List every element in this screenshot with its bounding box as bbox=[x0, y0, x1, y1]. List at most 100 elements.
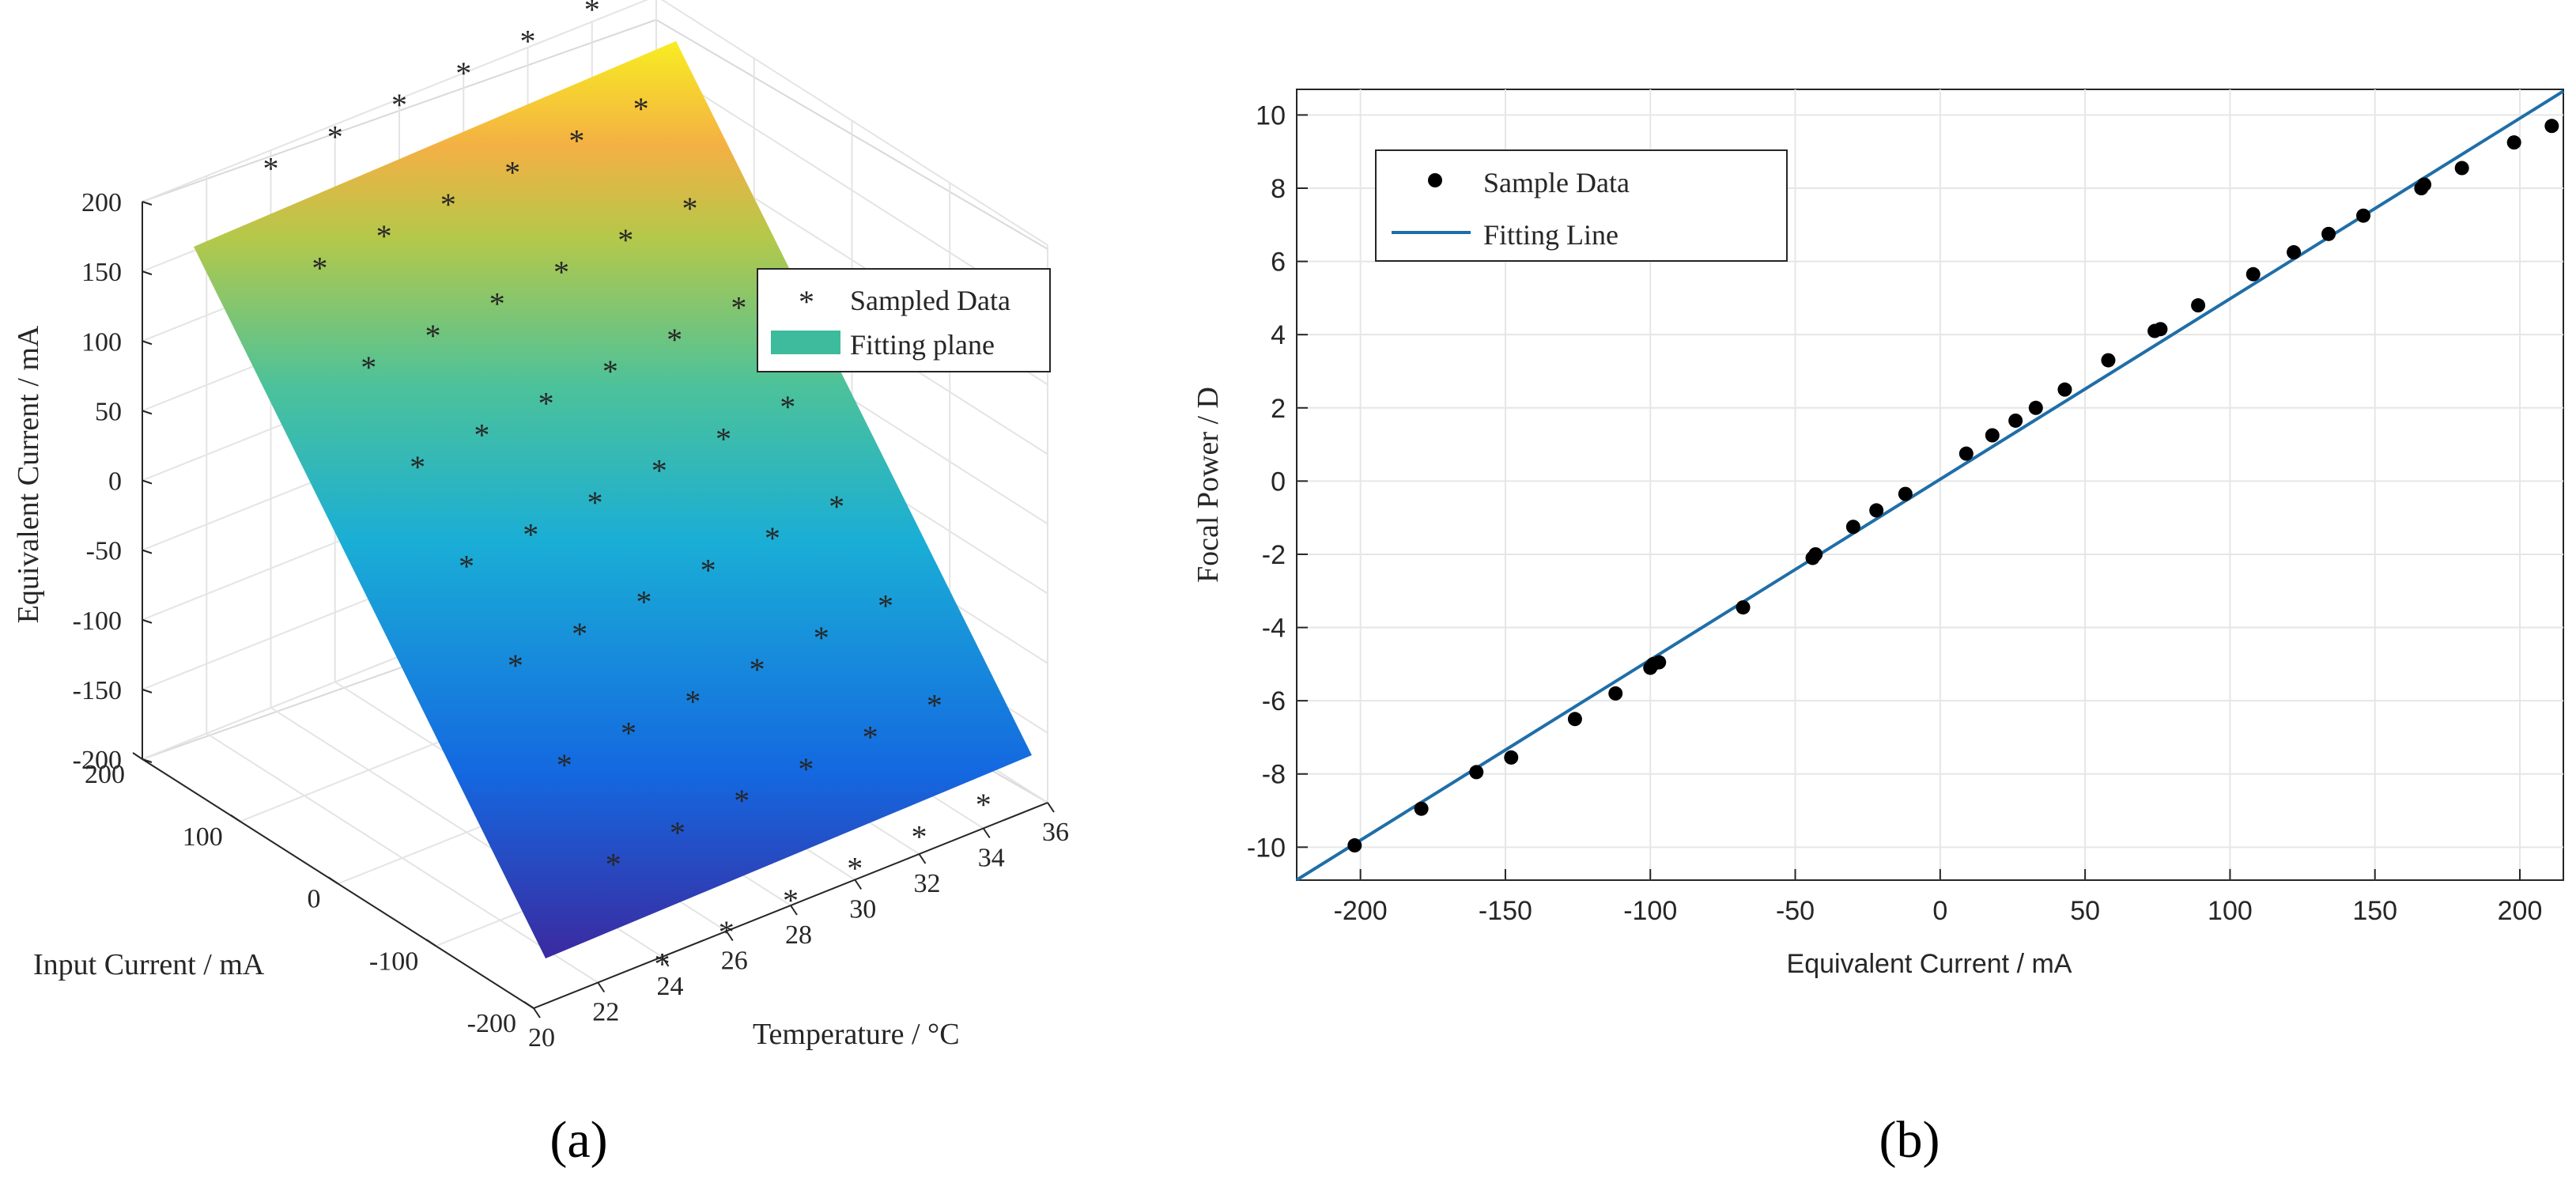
a-sample-marker: * bbox=[814, 620, 829, 656]
a-sample-marker: * bbox=[765, 520, 780, 556]
b-x-tick-label: 150 bbox=[2352, 896, 2397, 926]
b-sample-point bbox=[1845, 520, 1860, 535]
a-sample-marker: * bbox=[780, 389, 795, 425]
a-x-tick-mark bbox=[982, 827, 991, 839]
b-y-tick-label: -2 bbox=[1262, 540, 1286, 570]
a-sample-marker: * bbox=[489, 286, 505, 322]
b-x-tick-label: 0 bbox=[1932, 896, 1947, 926]
a-sample-marker: * bbox=[716, 421, 731, 456]
a-sample-marker: * bbox=[523, 516, 538, 552]
a-x-tick-label: 28 bbox=[785, 920, 812, 950]
b-x-tick-label: -50 bbox=[1776, 896, 1815, 926]
a-y-tick-label: 100 bbox=[183, 822, 223, 852]
a-gridline-z bbox=[142, 0, 1048, 246]
a-x-tick-label: 22 bbox=[592, 998, 619, 1027]
b-sample-point bbox=[1958, 446, 1974, 461]
a-x-tick-mark bbox=[918, 853, 927, 864]
a-sample-marker: * bbox=[670, 814, 686, 850]
a-z-tick-label: 50 bbox=[95, 397, 122, 426]
a-sampled-data-markers: * * * * * * * * * * * * * * * * * * * * * * * * * * * * * * * * * * * * * * * *… bbox=[263, 0, 991, 981]
b-sample-point bbox=[2008, 413, 2023, 428]
b-sample-point bbox=[1469, 765, 1484, 780]
a-sample-marker: * bbox=[440, 187, 456, 222]
a-x-tick-label: 34 bbox=[978, 844, 1005, 873]
b-legend-label-sample: Sample Data bbox=[1483, 167, 1630, 198]
a-x-tick-mark bbox=[725, 930, 734, 942]
b-sample-point bbox=[1808, 546, 1823, 561]
a-tick-labels: -200-150-100-50050100150200-200-10001002… bbox=[73, 188, 1069, 1053]
a-legend-label-plane: Fitting plane bbox=[850, 329, 995, 361]
a-y-tick-mark bbox=[425, 939, 436, 947]
b-y-tick-label: -8 bbox=[1262, 760, 1286, 790]
a-y-tick-mark bbox=[523, 1001, 534, 1009]
a-z-tick-label: 100 bbox=[81, 327, 122, 357]
a-z-tick-mark bbox=[142, 479, 153, 485]
b-sample-point bbox=[2321, 226, 2336, 241]
b-sample-point bbox=[2191, 298, 2206, 313]
a-legend-marker-icon: * bbox=[799, 284, 814, 319]
b-grid bbox=[1297, 89, 2563, 880]
a-sample-marker: * bbox=[621, 716, 636, 751]
a-y-tick-label: -100 bbox=[369, 947, 418, 976]
b-sample-point bbox=[1608, 686, 1623, 701]
b-sample-point bbox=[2544, 119, 2559, 134]
a-fitting-plane bbox=[194, 41, 1032, 958]
a-sample-marker: * bbox=[719, 914, 735, 950]
a-x-tick-mark bbox=[597, 981, 606, 993]
a-sample-marker: * bbox=[618, 222, 633, 258]
b-x-tick-label: -150 bbox=[1479, 896, 1532, 926]
a-sample-marker: * bbox=[701, 552, 716, 588]
b-legend-box bbox=[1375, 149, 1788, 262]
a-legend-box bbox=[757, 268, 1051, 372]
a-sample-marker: * bbox=[636, 584, 652, 620]
b-x-tick-label: -200 bbox=[1334, 896, 1388, 926]
a-x-axis-label: Temperature / °C bbox=[753, 1018, 960, 1051]
b-tick-labels: -200 -150 -100 -50 0 50 100 150 200 -10 -8 -6 -4 -2 0 2… bbox=[1247, 100, 2543, 926]
b-sample-point bbox=[1504, 750, 1519, 765]
b-sample-point bbox=[2356, 208, 2371, 223]
a-sample-marker: * bbox=[553, 254, 569, 289]
b-y-tick-label: 4 bbox=[1271, 320, 1286, 350]
a-sample-marker: * bbox=[455, 55, 471, 91]
a-z-tick-label: -150 bbox=[73, 676, 122, 705]
a-z-tick-mark bbox=[142, 688, 153, 694]
a-z-tick-mark bbox=[142, 549, 153, 554]
a-sample-marker: * bbox=[912, 818, 927, 854]
a-x-tick-label: 24 bbox=[657, 972, 684, 1001]
a-sample-marker: * bbox=[557, 747, 572, 783]
a-x-tick-label: 32 bbox=[914, 869, 941, 898]
b-y-tick-label: 6 bbox=[1271, 248, 1286, 278]
b-sample-point bbox=[1985, 428, 2000, 443]
a-sample-marker: * bbox=[606, 847, 621, 883]
b-x-tick-label: 200 bbox=[2498, 896, 2543, 926]
b-y-axis-label: Focal Power / D bbox=[1192, 387, 1225, 583]
b-y-tick-label: -10 bbox=[1247, 833, 1286, 863]
a-x-tick-mark bbox=[533, 1007, 541, 1019]
a-z-tick-mark bbox=[142, 270, 153, 276]
a-sample-marker: * bbox=[361, 350, 376, 385]
a-sample-marker: * bbox=[572, 616, 587, 652]
a-y-tick-mark bbox=[327, 876, 339, 885]
b-sample-point bbox=[2153, 322, 2168, 337]
a-sample-marker: * bbox=[568, 123, 584, 158]
b-legend-marker-icon bbox=[1428, 173, 1442, 187]
b-sample-point bbox=[2057, 382, 2072, 397]
a-y-tick-mark bbox=[132, 752, 143, 760]
a-z-tick-mark bbox=[142, 758, 153, 763]
b-legend-label-fit: Fitting Line bbox=[1483, 219, 1618, 251]
b-sample-point bbox=[2246, 266, 2261, 282]
a-z-tick-label: 150 bbox=[81, 258, 122, 287]
b-x-tick-label: 50 bbox=[2070, 896, 2100, 926]
a-sample-marker: * bbox=[655, 946, 670, 981]
b-panel-label: (b) bbox=[1879, 1111, 1940, 1169]
b-sample-point bbox=[2506, 135, 2521, 150]
a-sample-marker: * bbox=[750, 652, 765, 687]
b-x-axis-label: Equivalent Current / mA bbox=[1787, 949, 2072, 979]
b-x-tick-label: -100 bbox=[1623, 896, 1677, 926]
a-sample-marker: * bbox=[263, 151, 279, 187]
a-z-tick-label: 200 bbox=[81, 188, 122, 217]
a-z-axis-label: Equivalent Current / mA bbox=[12, 325, 45, 623]
a-sample-marker: * bbox=[587, 485, 603, 520]
a-sample-marker: * bbox=[878, 588, 893, 624]
